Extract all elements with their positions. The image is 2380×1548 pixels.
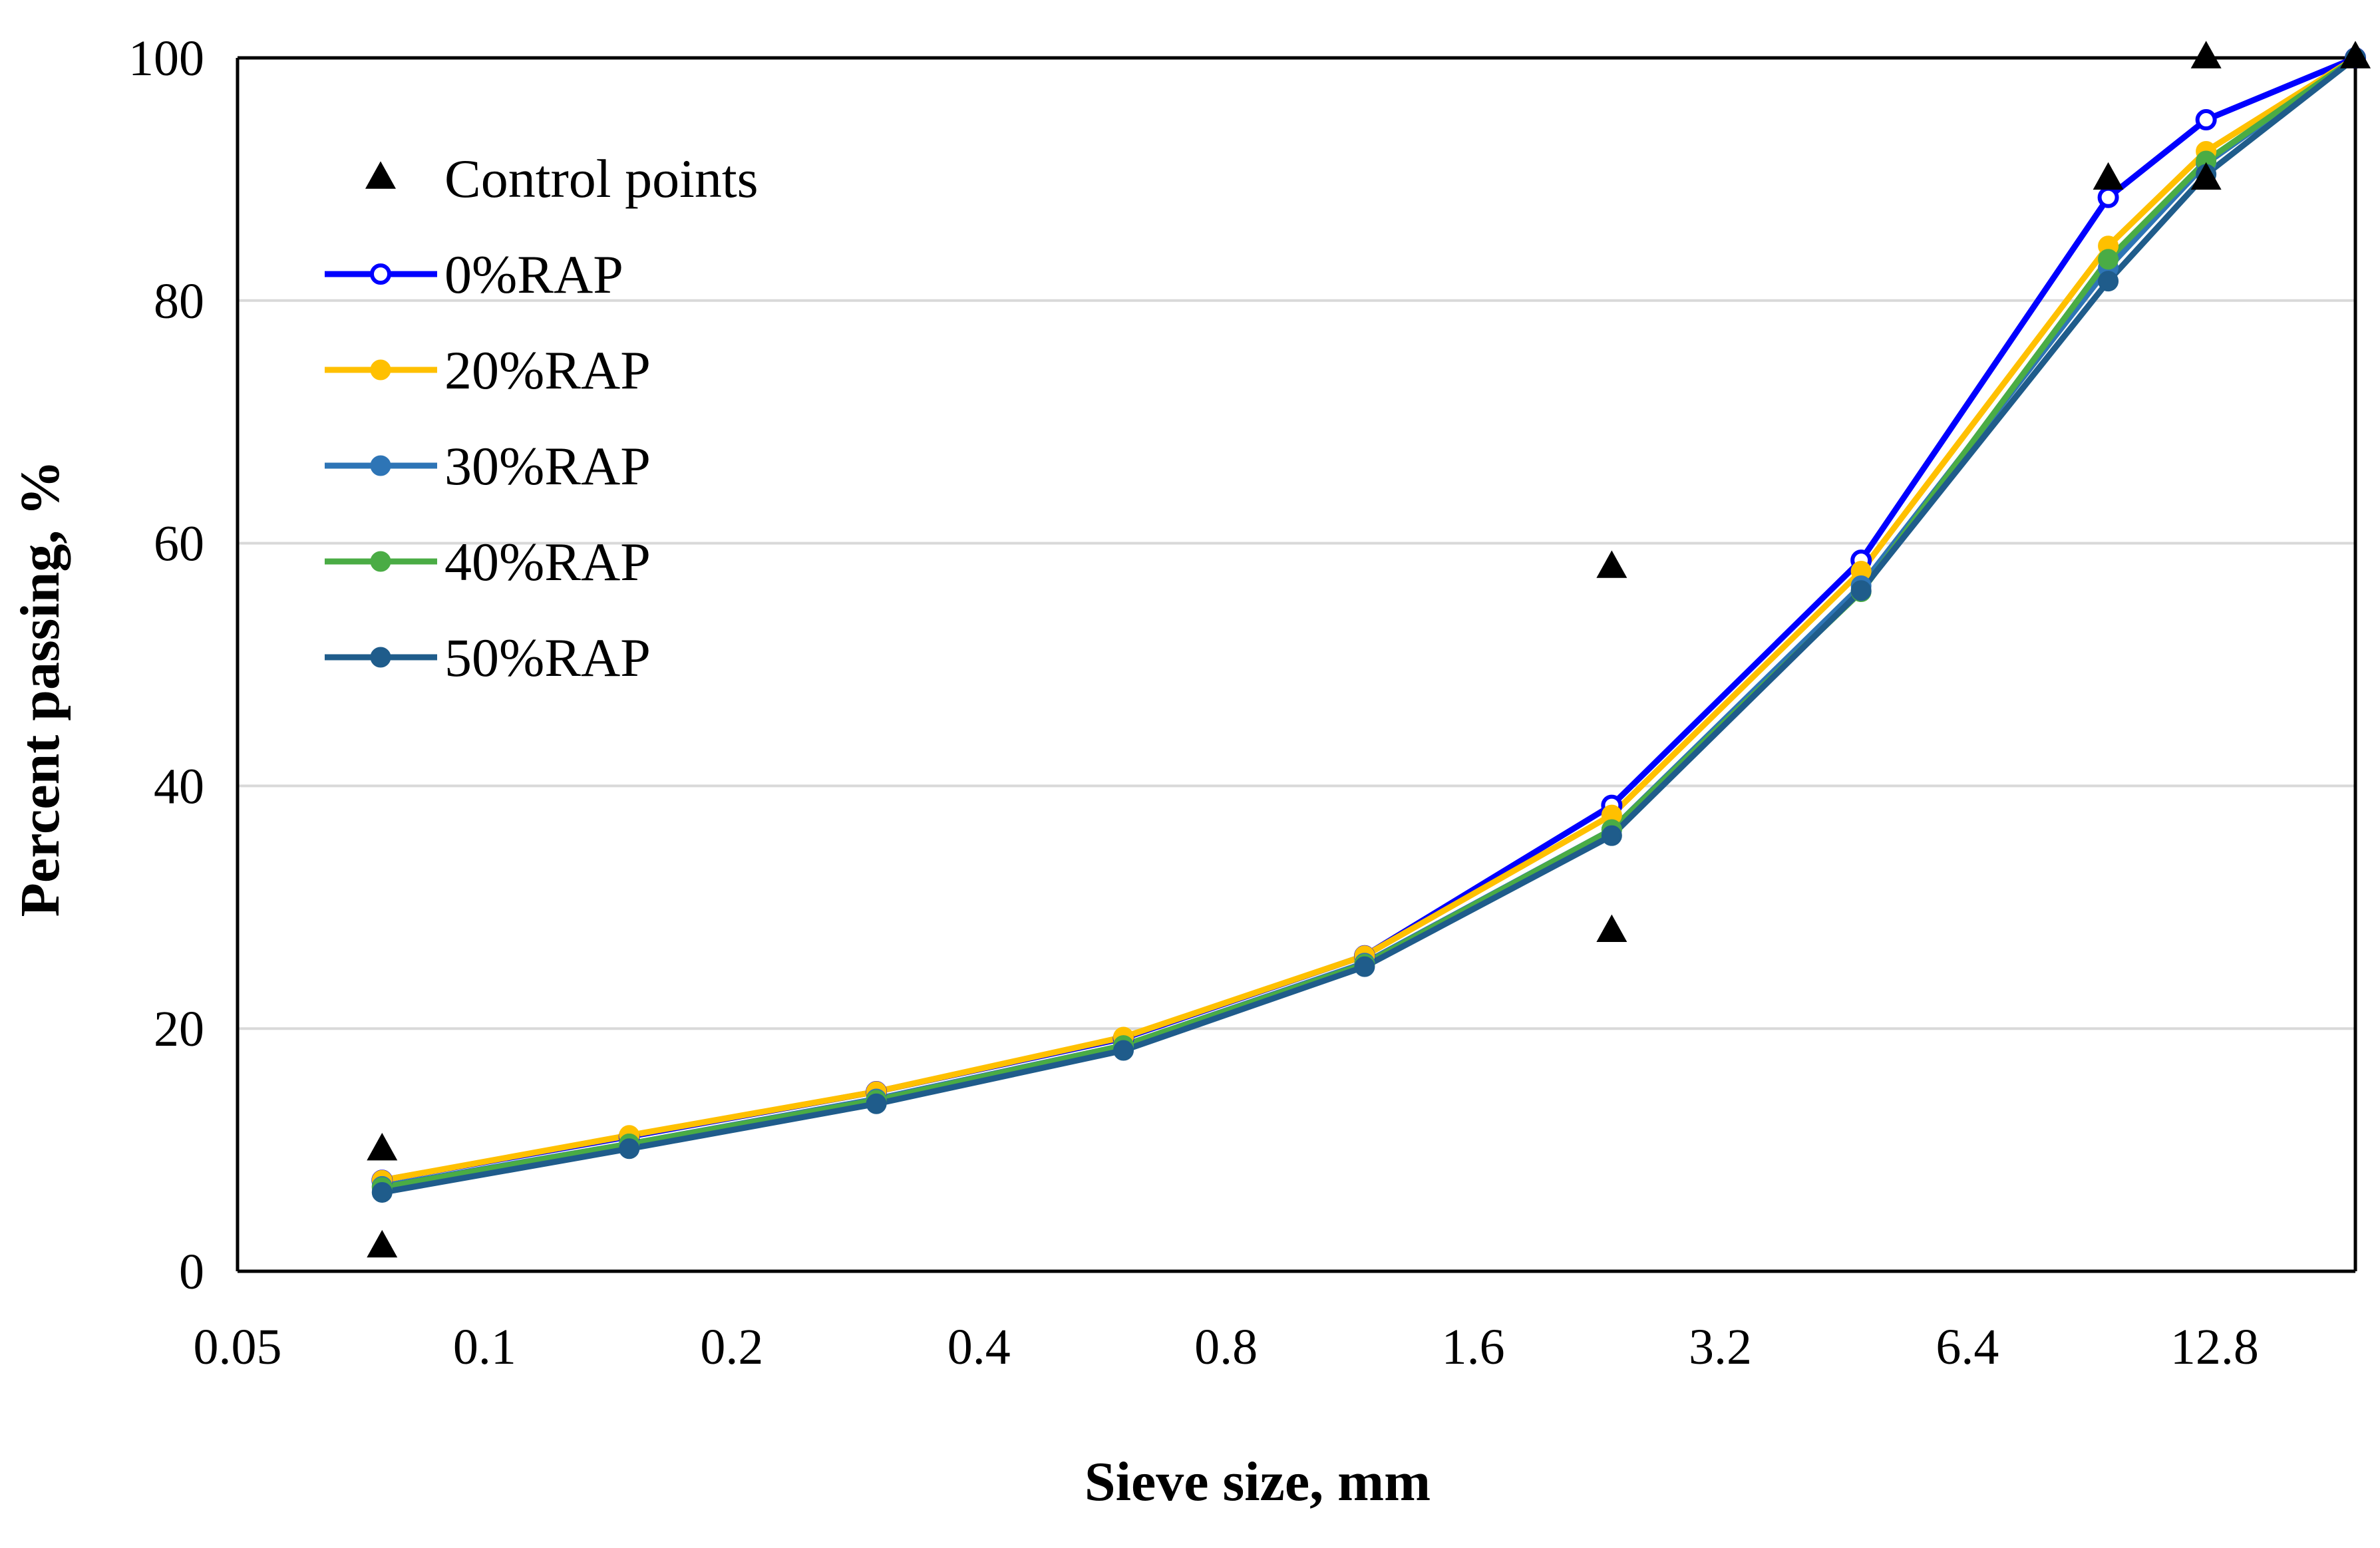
y-tick-label: 0 (179, 1244, 204, 1300)
x-tick-label: 12.8 (2170, 1319, 2259, 1375)
x-tick-label: 6.4 (1936, 1319, 1999, 1375)
legend-marker-40pct-rap (370, 551, 391, 572)
x-tick-label: 0.05 (194, 1319, 282, 1375)
legend-marker-50pct-rap (370, 647, 391, 668)
control-point-marker (2190, 41, 2222, 69)
x-tick-label: 1.6 (1442, 1319, 1505, 1375)
data-point-50pct-rap (1354, 956, 1375, 977)
axes: 0 20 40 60 80 100 0.05 0.1 0.2 0.4 0.8 1.6 3.2 6.4 12.… (128, 31, 2357, 1375)
data-point-50pct-rap (2098, 271, 2119, 292)
control-point-marker (2340, 41, 2371, 69)
legend-marker-30pct-rap (370, 455, 391, 476)
series-line-20pct-rap (381, 55, 2357, 1183)
y-tick-label: 80 (154, 273, 204, 329)
data-point-40pct-rap (2098, 249, 2119, 270)
data-point-50pct-rap (1113, 1040, 1134, 1061)
x-tick-label: 3.2 (1689, 1319, 1752, 1375)
x-tick-label: 0.8 (1194, 1319, 1258, 1375)
data-point-0pct-rap (2195, 109, 2217, 131)
legend: Control points 0%RAP 20%RAP 30%RAP 40%RAP 50%… (325, 148, 759, 688)
legend-marker-control-points (365, 161, 396, 189)
legend-label-20pct-rap: 20%RAP (444, 340, 651, 400)
legend-label-control-points: Control points (444, 148, 759, 209)
control-point-marker (1596, 914, 1627, 943)
legend-label-30pct-rap: 30%RAP (444, 436, 651, 496)
data-point-50pct-rap (371, 1181, 393, 1203)
data-point-50pct-rap (1850, 580, 1872, 601)
x-tick-label: 0.2 (700, 1319, 763, 1375)
data-point-0pct-rap (2097, 186, 2119, 208)
control-point-marker (1596, 550, 1627, 578)
data-point-50pct-rap (866, 1093, 887, 1114)
control-point-marker (367, 1229, 398, 1258)
x-tick-label: 0.4 (947, 1319, 1011, 1375)
data-point-50pct-rap (1601, 825, 1622, 846)
control-point-marker (2093, 162, 2124, 190)
x-axis-title: Sieve size, mm (1085, 1451, 1431, 1513)
x-tick-label: 0.1 (453, 1319, 516, 1375)
control-points (367, 41, 2371, 1258)
legend-marker-0pct-rap (370, 263, 391, 285)
control-point-marker (2190, 162, 2222, 190)
series-line-30pct-rap (381, 55, 2357, 1189)
y-tick-label: 100 (128, 31, 204, 86)
y-tick-label: 60 (154, 516, 204, 572)
series-line-50pct-rap (381, 55, 2357, 1195)
series-line-0pct-rap (381, 55, 2357, 1183)
legend-marker-20pct-rap (370, 359, 391, 381)
control-point-marker (367, 1132, 398, 1161)
legend-label-40pct-rap: 40%RAP (444, 532, 651, 592)
y-axis-title: Percent passing, % (9, 460, 71, 917)
y-tick-label: 20 (154, 1001, 204, 1057)
series-line-40pct-rap (381, 55, 2357, 1191)
y-tick-label: 40 (154, 758, 204, 814)
legend-label-0pct-rap: 0%RAP (444, 244, 623, 305)
legend-label-50pct-rap: 50%RAP (444, 627, 651, 688)
data-point-50pct-rap (619, 1138, 640, 1160)
